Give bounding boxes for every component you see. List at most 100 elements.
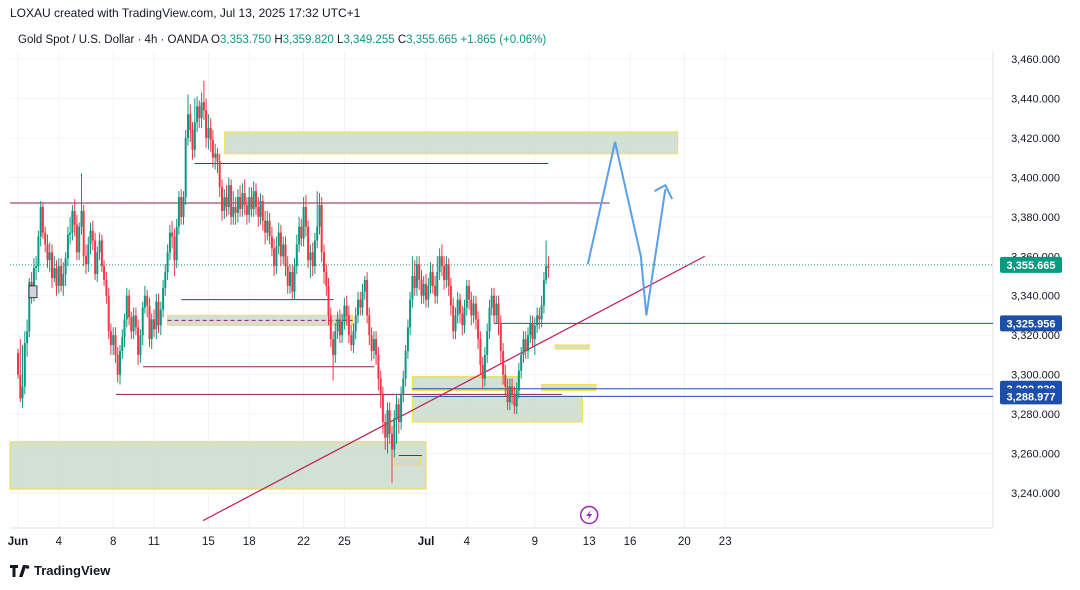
candle-body: [386, 410, 389, 438]
candle-body: [409, 299, 412, 328]
candle-body: [218, 161, 221, 188]
supply-demand-zone: [224, 131, 679, 155]
candle-body: [248, 197, 251, 215]
candle-body: [284, 244, 287, 267]
candle-body: [420, 279, 423, 296]
candle-body: [343, 305, 346, 322]
candle-body: [504, 374, 507, 387]
candle-body: [44, 232, 47, 245]
candle-body: [449, 285, 452, 306]
x-axis-tick-label: Jun: [8, 536, 28, 548]
candle-body: [517, 370, 520, 391]
candle-body: [162, 287, 165, 310]
x-axis-tick-label: Jul: [418, 536, 435, 548]
candle-body: [71, 210, 74, 233]
candle-body: [273, 248, 276, 267]
open-value: 3,353.750: [219, 34, 272, 46]
x-axis-tick-label: 22: [297, 536, 310, 548]
candle-body: [270, 236, 273, 249]
candle-body: [436, 272, 439, 296]
y-axis-tick-label: 3,400.000: [1011, 172, 1060, 184]
candle-body: [538, 315, 541, 320]
candle-body: [533, 325, 536, 340]
candle-body: [440, 256, 443, 267]
candle-body: [400, 394, 403, 422]
y-axis-tick-label: 3,440.000: [1011, 93, 1060, 105]
candle-body: [171, 232, 174, 237]
candle-body: [100, 240, 103, 267]
candle-body: [234, 206, 237, 213]
candle-body: [508, 386, 511, 403]
x-axis-tick-label: 13: [583, 536, 596, 548]
candle-body: [366, 279, 369, 316]
candle-body: [196, 106, 199, 123]
candle-body: [372, 339, 375, 351]
candle-body: [37, 236, 40, 267]
candle-body: [82, 210, 85, 257]
candle-body: [359, 299, 362, 308]
candle-body: [354, 315, 357, 332]
candle-body: [91, 230, 94, 241]
x-axis-tick-label: 20: [678, 536, 691, 548]
candle-body: [511, 386, 514, 395]
candle-body: [425, 283, 427, 300]
candle-body: [531, 323, 534, 340]
candle-body: [320, 204, 323, 253]
candle-body: [69, 232, 72, 235]
candle-body: [221, 187, 223, 211]
candle-body: [259, 201, 262, 217]
candle-body: [406, 327, 409, 351]
candle-body: [60, 266, 63, 286]
candle-body: [225, 197, 228, 207]
candle-body: [540, 305, 543, 320]
candle-body: [345, 305, 348, 316]
candle-body: [493, 295, 495, 316]
y-axis-tick-label: 3,260.000: [1011, 449, 1060, 461]
candle-body: [216, 153, 219, 162]
candle-body: [411, 276, 414, 300]
candle-body: [66, 234, 69, 259]
x-axis-tick-label: 8: [110, 536, 116, 548]
tradingview-logo-icon: [10, 564, 30, 577]
y-axis-tick-label: 3,320.000: [1011, 330, 1060, 342]
candle-body: [73, 210, 76, 225]
candle-body: [17, 352, 19, 375]
candle-body: [357, 299, 359, 316]
candle-body: [241, 193, 244, 209]
candle-body: [23, 343, 26, 387]
candle-body: [300, 226, 303, 239]
candle-body: [309, 252, 312, 261]
candle-body: [53, 268, 56, 278]
candle-body: [148, 305, 151, 340]
candle-body: [470, 299, 473, 316]
candle-body: [338, 319, 341, 336]
candle-body: [157, 301, 160, 326]
supply-demand-zone: [9, 441, 427, 490]
candle-body: [293, 266, 296, 292]
candle-body: [112, 335, 115, 346]
candle-body: [214, 153, 217, 158]
candle-body: [227, 185, 230, 207]
candle-body: [177, 197, 180, 227]
candle-body: [316, 226, 319, 241]
symbol-label[interactable]: Gold Spot / U.S. Dollar · 4h · OANDA: [18, 34, 208, 46]
candle-body: [123, 319, 126, 338]
candle-body: [313, 240, 316, 267]
candle-body: [477, 319, 480, 340]
candle-body: [193, 122, 196, 150]
candle-body: [479, 339, 482, 365]
candle-body: [334, 331, 337, 355]
candle-body: [243, 193, 246, 205]
candle-body: [257, 206, 260, 217]
candle-body: [19, 374, 22, 399]
candle-body: [255, 191, 257, 207]
candle-body: [119, 350, 121, 375]
candle-body: [198, 106, 201, 119]
candle-body: [239, 197, 242, 209]
projection-path: [586, 141, 667, 316]
candle-body: [125, 295, 128, 320]
tradingview-footer: TradingView: [10, 563, 110, 578]
candle-body: [232, 206, 235, 217]
candle-body: [57, 266, 60, 286]
